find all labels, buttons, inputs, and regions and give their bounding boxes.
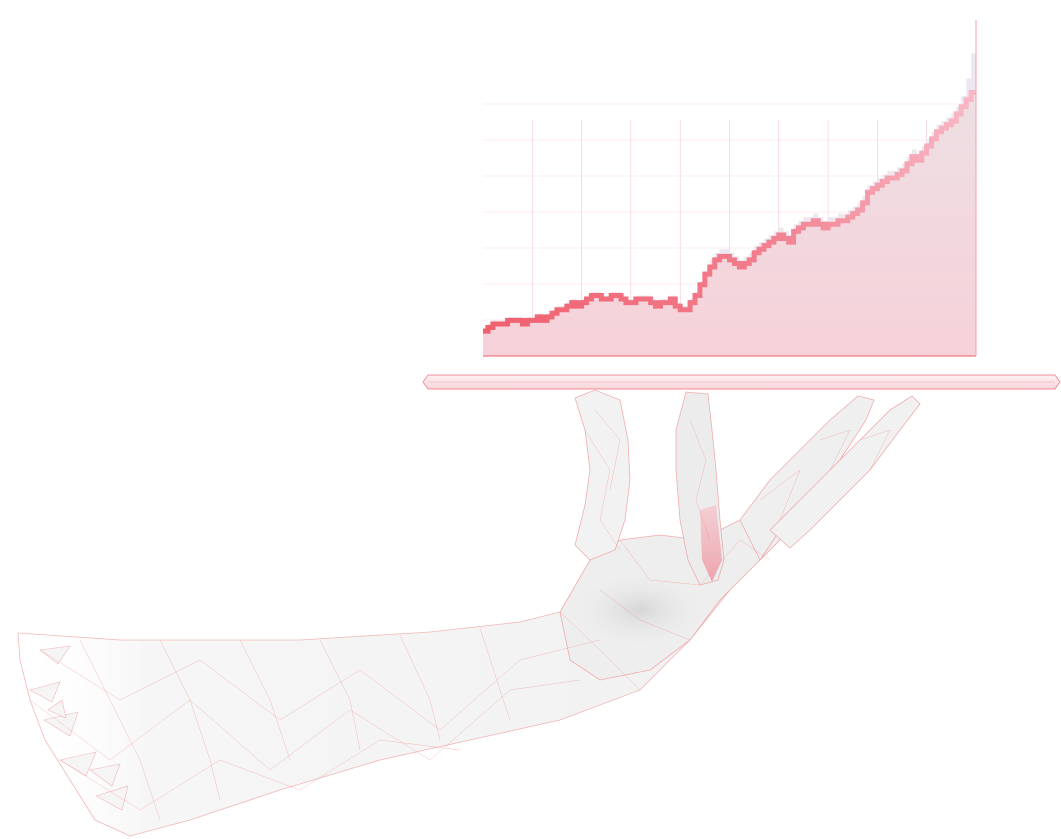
arm-fragments — [29, 645, 129, 811]
trend-line-icon — [483, 90, 976, 334]
growth-chart — [483, 20, 977, 357]
palm-shadow — [570, 570, 710, 650]
index-finger-shade — [700, 505, 722, 582]
series-area — [483, 92, 976, 356]
forearm — [17, 579, 731, 837]
mesh-lines — [29, 409, 891, 821]
hand-icon — [17, 389, 921, 837]
thumb — [574, 389, 631, 561]
tray-icon — [422, 374, 1061, 390]
